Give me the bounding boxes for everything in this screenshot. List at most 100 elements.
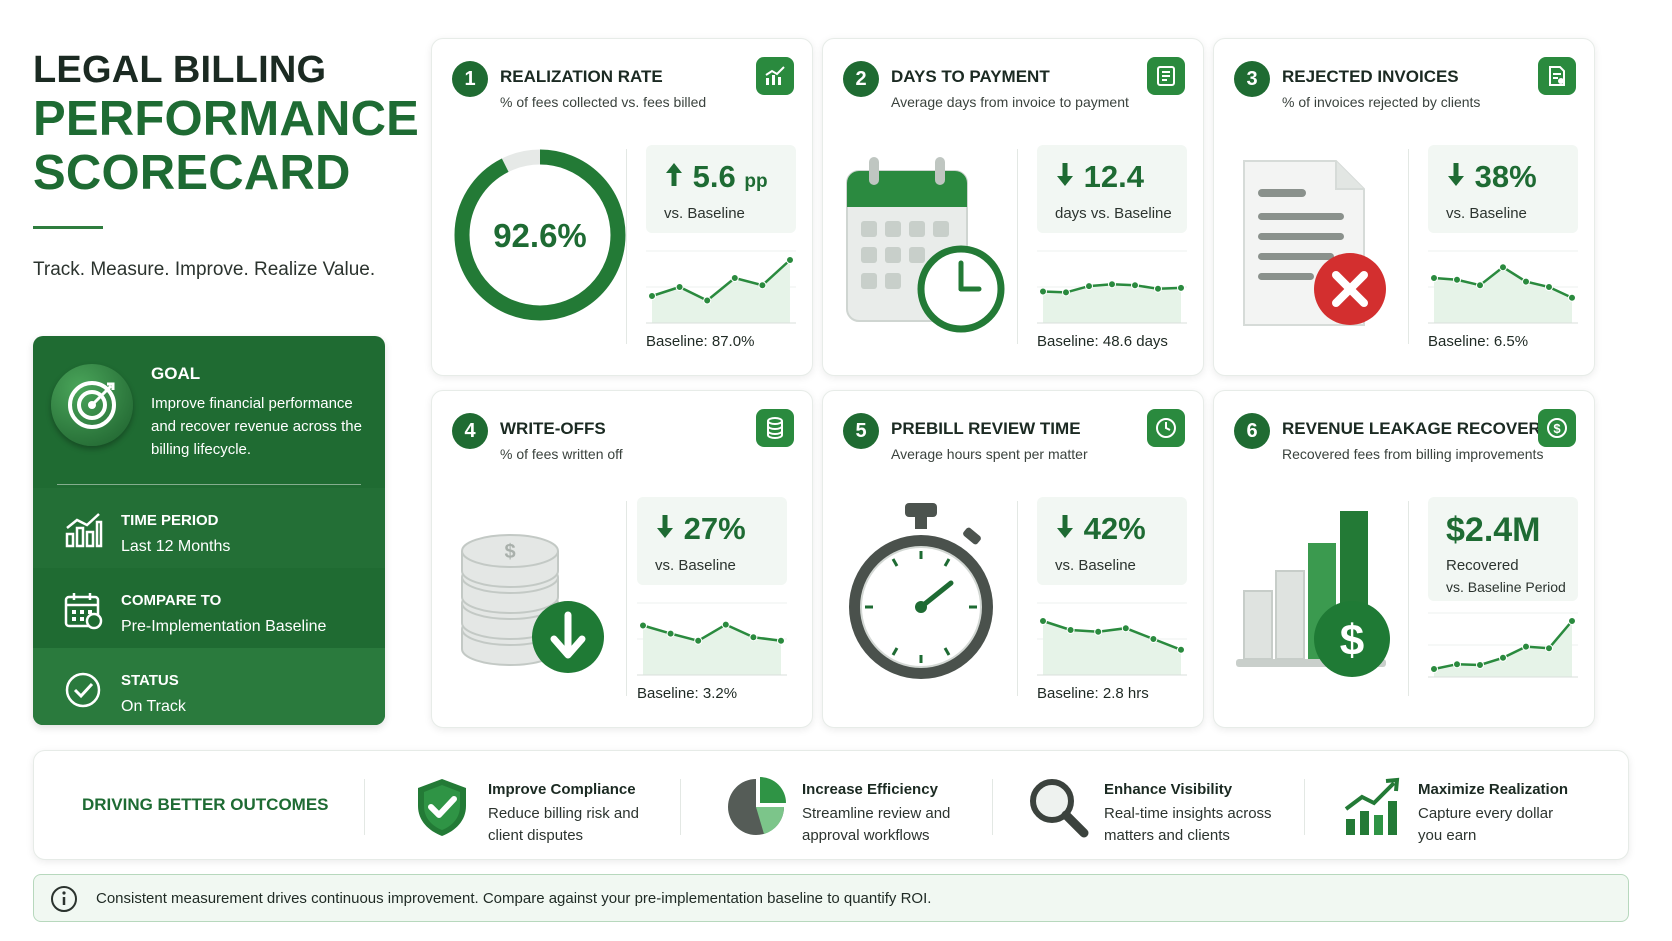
card-divider [626, 501, 627, 696]
spark-point [1545, 283, 1553, 291]
compare-row: COMPARE TO Pre-Implementation Baseline [33, 568, 385, 648]
invoice-badge-icon [1147, 57, 1185, 95]
trend-sparkline [1037, 250, 1187, 324]
spark-line [642, 623, 782, 643]
chart-badge-icon [756, 57, 794, 95]
trend-sparkline [1428, 612, 1578, 678]
arrow-down-icon [1057, 515, 1073, 538]
arrow-down-icon [657, 515, 673, 538]
card-rejected-invoices: 3 REJECTED INVOICES % of invoices reject… [1213, 38, 1595, 376]
info-icon [51, 886, 77, 912]
spark-point [1476, 281, 1484, 290]
trend-sparkline [1428, 250, 1578, 324]
outcome-item: Improve Compliance Reduce billing risk a… [410, 751, 670, 861]
metric-number: 38% [1474, 159, 1537, 194]
spark-point [1430, 274, 1438, 282]
spark-line [651, 259, 791, 302]
spark-point [721, 620, 730, 629]
spark-point [1476, 661, 1484, 669]
outcome-heading: Improve Compliance [488, 781, 636, 798]
outcome-heading: Maximize Realization [1418, 781, 1569, 798]
spark-point [1039, 617, 1047, 625]
baseline-text: Baseline: 6.5% [1428, 333, 1529, 350]
card-divider [1408, 149, 1409, 344]
card-number: 2 [843, 61, 879, 97]
card-title: REALIZATION RATE [500, 67, 663, 86]
status-value: On Track [121, 698, 186, 715]
spark-point [1453, 275, 1461, 284]
metric-number: 27% [683, 511, 746, 546]
metric-box: $2.4M Recovered vs. Baseline Period [1428, 497, 1578, 601]
outcome-heading: Increase Efficiency [802, 781, 938, 798]
time-period-row: TIME PERIOD Last 12 Months [33, 488, 385, 568]
baseline-text: Baseline: 48.6 days [1037, 333, 1168, 350]
metric-label: Recovered [1446, 557, 1519, 574]
check-circle-icon [65, 672, 101, 708]
metric-label-secondary: vs. Baseline Period [1446, 579, 1566, 595]
card-write-offs: 4 WRITE-OFFS % of fees written off $ 27%… [431, 390, 813, 728]
dollar-badge-icon: $ [1538, 409, 1576, 447]
card-subtitle: Average days from invoice to payment [891, 94, 1129, 110]
spark-area [1434, 621, 1572, 677]
spark-point [1131, 281, 1139, 290]
spark-point [675, 283, 684, 291]
card-title: DAYS TO PAYMENT [891, 67, 1050, 86]
rejected-document-illustration [1243, 160, 1386, 326]
donut-value: 92.6% [493, 217, 587, 254]
card-days-to-payment: 2 DAYS TO PAYMENT Average days from invo… [822, 38, 1204, 376]
spark-point [1094, 627, 1103, 636]
spark-point [1062, 288, 1070, 297]
spark-point [1177, 645, 1185, 654]
spark-point [666, 629, 675, 638]
growth-chart-icon [1344, 777, 1400, 835]
magnifier-icon [1030, 779, 1089, 838]
metric-value: 12.4 [1055, 159, 1144, 195]
realization-donut: 92.6% [454, 149, 626, 321]
spark-area [652, 260, 790, 323]
spark-point [1453, 660, 1461, 669]
document-badge-icon [1538, 57, 1576, 95]
spark-point [694, 636, 703, 645]
spark-point [730, 274, 739, 282]
outcomes-title: DRIVING BETTER OUTCOMES [82, 795, 329, 814]
card-subtitle: % of fees written off [500, 446, 623, 462]
spark-point [1499, 653, 1507, 662]
card-subtitle: % of invoices rejected by clients [1282, 94, 1481, 110]
title-line-2: PERFORMANCE [33, 92, 420, 146]
arrow-up-icon [666, 163, 682, 186]
metric-label: days vs. Baseline [1055, 205, 1172, 222]
database-badge-icon [756, 409, 794, 447]
svg-text:$: $ [504, 541, 515, 563]
spark-point [1522, 277, 1530, 286]
goal-card: GOAL Improve financial performance and r… [33, 336, 385, 725]
metric-label: vs. Baseline [664, 205, 745, 222]
spark-point [1522, 642, 1530, 651]
metric-value: $2.4M [1446, 511, 1541, 549]
status-label: STATUS [121, 672, 179, 689]
baseline-text: Baseline: 2.8 hrs [1037, 685, 1149, 702]
spark-point [1154, 284, 1162, 293]
metric-box: 27% vs. Baseline [637, 497, 787, 585]
metric-label: vs. Baseline [1446, 205, 1527, 222]
card-subtitle: % of fees collected vs. fees billed [500, 94, 707, 110]
spark-point [1039, 287, 1047, 296]
outcome-text: Real-time insights across matters and cl… [1104, 805, 1272, 844]
card-prebill-review-time: 5 PREBILL REVIEW TIME Average hours spen… [822, 390, 1204, 728]
spark-point [1499, 263, 1507, 272]
card-number: 4 [452, 413, 488, 449]
metric-value: 5.6 pp [664, 159, 768, 195]
title-underline [33, 226, 103, 229]
clock-badge-icon [1147, 409, 1185, 447]
info-note: Consistent measurement drives continuous… [33, 874, 1629, 922]
title-line-3: SCORECARD [33, 146, 351, 200]
outcomes-divider [364, 779, 365, 835]
outcomes-divider [1304, 779, 1305, 835]
spark-point [1066, 626, 1075, 634]
card-title: PREBILL REVIEW TIME [891, 419, 1081, 438]
compare-label: COMPARE TO [121, 592, 222, 609]
spark-point [1149, 635, 1158, 643]
card-realization-rate: 1 REALIZATION RATE % of fees collected v… [431, 38, 813, 376]
spark-point [1121, 624, 1130, 633]
card-divider [626, 149, 627, 344]
card-title: WRITE-OFFS [500, 419, 606, 438]
